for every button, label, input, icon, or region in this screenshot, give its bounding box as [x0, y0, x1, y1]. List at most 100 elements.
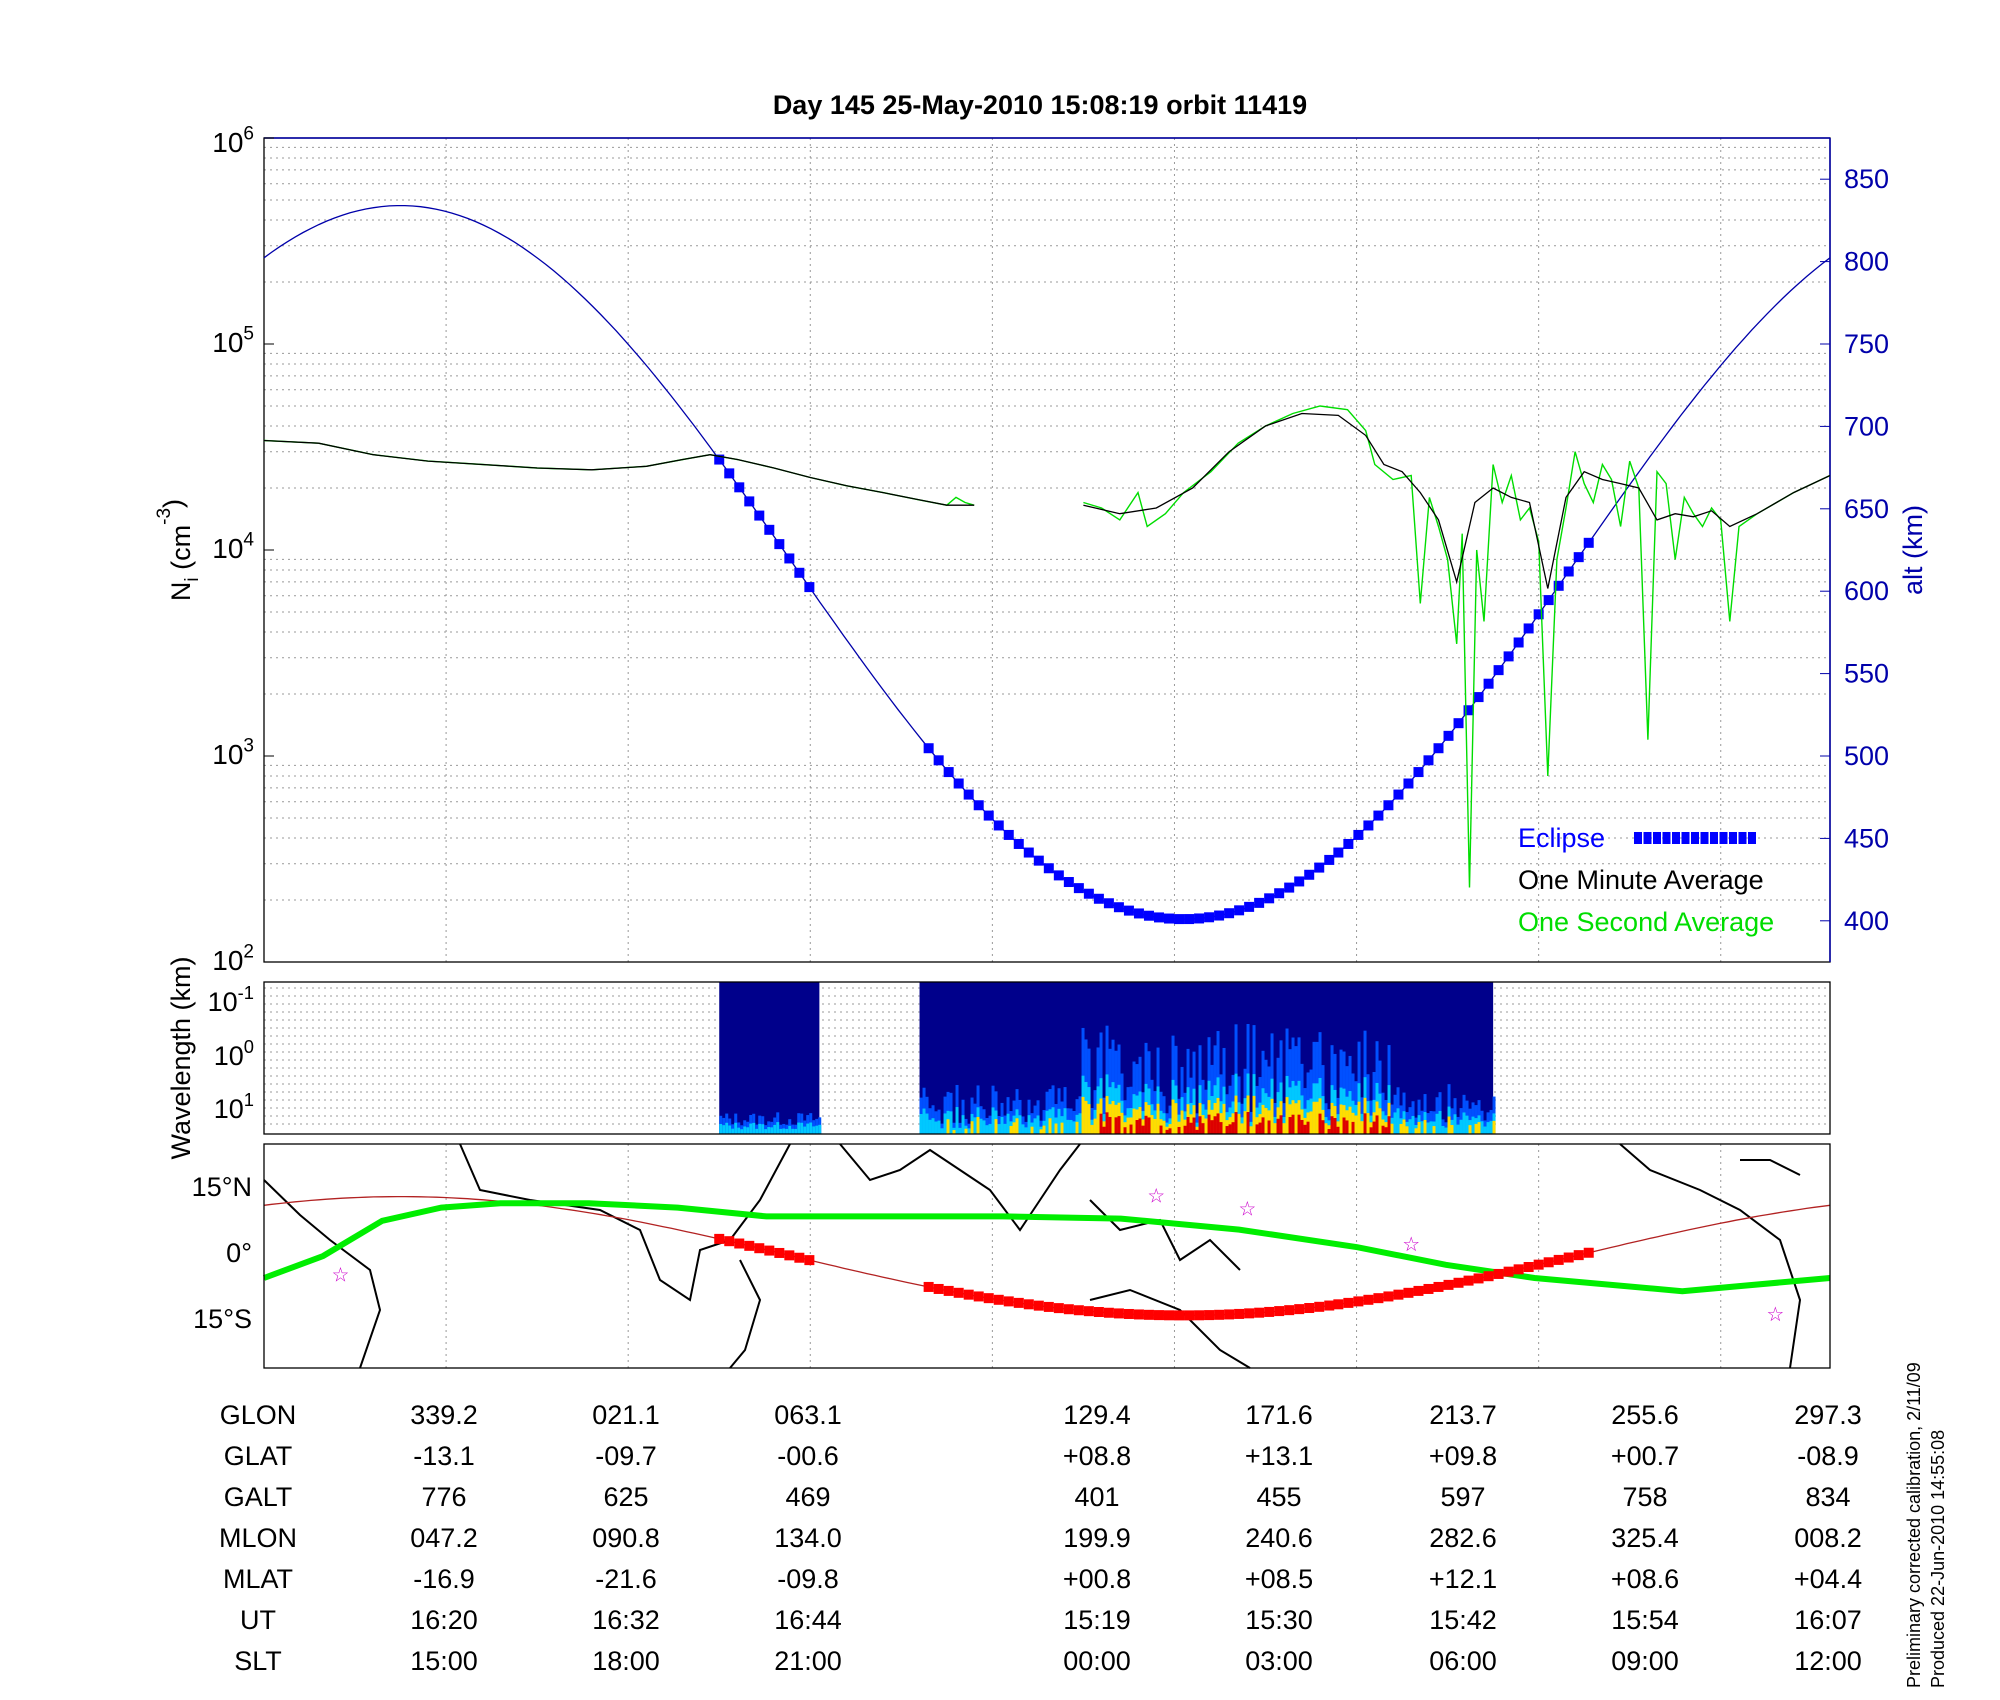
spectrogram-column [797, 1122, 801, 1134]
table-cell: 129.4 [1063, 1400, 1131, 1430]
eclipse-marker [1304, 869, 1315, 880]
track-eclipse-marker [1053, 1303, 1064, 1314]
track-eclipse-marker [1194, 1310, 1205, 1321]
table-cell: 16:44 [774, 1605, 842, 1635]
track-eclipse-marker [1143, 1309, 1154, 1320]
track-eclipse-marker [764, 1245, 775, 1256]
legend-eclipse-swatch [1710, 832, 1718, 844]
spectrogram-column [1237, 1113, 1241, 1134]
map-tick-label: 15°S [193, 1304, 252, 1334]
spectrogram-column [764, 1129, 768, 1134]
track-eclipse-marker [933, 1283, 944, 1294]
spectrogram-column [928, 1119, 932, 1134]
spectrogram-column [1126, 1117, 1130, 1134]
coastline [1089, 1288, 1251, 1369]
spectrogram-column [1465, 1115, 1469, 1134]
table-cell: 325.4 [1611, 1523, 1679, 1553]
eclipse-marker [1403, 778, 1414, 789]
spectrogram-column [1456, 1124, 1460, 1134]
track-eclipse-marker [794, 1252, 805, 1263]
spectrogram-column [1432, 1126, 1436, 1134]
spectrogram-column [1444, 1127, 1448, 1134]
track-eclipse-marker [1164, 1310, 1175, 1321]
spectrogram-column [1054, 1123, 1058, 1134]
eclipse-marker [1204, 912, 1215, 923]
spectrogram-column [1003, 1123, 1007, 1134]
station-star-icon: ☆ [1402, 1234, 1420, 1256]
spectrogram-column [1036, 1115, 1040, 1134]
table-cell: +08.8 [1063, 1441, 1131, 1471]
eclipse-marker [1503, 651, 1514, 662]
spectrogram-column [1447, 1116, 1451, 1134]
table-cell: 834 [1805, 1482, 1850, 1512]
track-eclipse-marker [1023, 1299, 1034, 1310]
spectrogram-column [1060, 1122, 1064, 1134]
track-eclipse-marker [1184, 1310, 1195, 1321]
spectrogram-column [782, 1128, 786, 1134]
spectrogram-column [1147, 1117, 1151, 1134]
track-eclipse-marker [734, 1238, 745, 1249]
table-cell: 597 [1440, 1482, 1485, 1512]
spectrogram-column [1186, 1116, 1190, 1134]
legend-one-minute-label: One Minute Average [1518, 865, 1764, 895]
spectrogram-column [1369, 1127, 1373, 1134]
y-right-tick-label: 800 [1844, 247, 1889, 277]
legend-eclipse-swatch [1653, 832, 1661, 844]
eclipse-marker [1123, 905, 1134, 916]
track-eclipse-marker [943, 1285, 954, 1296]
eclipse-marker [804, 582, 815, 593]
track-eclipse-marker [1543, 1257, 1554, 1268]
track-eclipse-marker [1314, 1301, 1325, 1312]
coastline [839, 1143, 1081, 1232]
track-eclipse-marker [1363, 1294, 1374, 1305]
station-star-icon: ☆ [1766, 1304, 1784, 1326]
eclipse-marker [1333, 847, 1344, 858]
table-row-label: MLAT [223, 1564, 293, 1594]
track-eclipse-marker [1563, 1252, 1574, 1263]
table-cell: 401 [1074, 1482, 1119, 1512]
table-row-label: SLT [234, 1646, 282, 1676]
spectrogram-column [779, 1128, 783, 1134]
legend-eclipse-swatch [1672, 832, 1680, 844]
spectrogram-column [1345, 1120, 1349, 1134]
spectrogram-column [1198, 1116, 1202, 1134]
spectrogram-column [1453, 1114, 1457, 1134]
spectrogram-column [1138, 1118, 1142, 1134]
table-cell: 213.7 [1429, 1400, 1497, 1430]
spectrogram-column [1228, 1124, 1232, 1134]
one-second-average-line [1083, 405, 1831, 888]
spectrogram-column [1312, 1101, 1316, 1134]
spectrogram-column [1009, 1125, 1013, 1134]
spectrogram-column [991, 1107, 995, 1134]
spectrogram-column [791, 1128, 795, 1134]
spectrogram-column [1363, 1113, 1367, 1134]
spectrogram-column [755, 1128, 759, 1134]
table-cell: -00.6 [777, 1441, 839, 1471]
spectrogram-column [749, 1123, 753, 1134]
spectrogram-column [1423, 1120, 1427, 1134]
track-eclipse-marker [1133, 1309, 1144, 1320]
eclipse-marker [1343, 838, 1354, 849]
table-row-label: UT [240, 1605, 276, 1635]
spectrogram-column [731, 1128, 735, 1134]
eclipse-marker [1383, 800, 1394, 811]
spectrogram-column [952, 1130, 956, 1134]
spectrogram-column [1024, 1127, 1028, 1134]
spectrogram-column [1459, 1119, 1463, 1134]
track-eclipse-marker [1224, 1309, 1235, 1320]
footnote-line1: Preliminary corrected calibration, 2/11/… [1904, 1362, 1924, 1688]
spectrogram-column [1168, 1128, 1172, 1134]
track-eclipse-marker [1294, 1304, 1305, 1315]
coastline [1619, 1143, 1802, 1369]
spectrogram-column [946, 1119, 950, 1134]
spectrogram-column [1303, 1124, 1307, 1134]
eclipse-marker [1443, 730, 1454, 741]
table-cell: +09.8 [1429, 1441, 1497, 1471]
track-eclipse-marker [1073, 1305, 1084, 1316]
eclipse-marker [744, 496, 755, 507]
track-eclipse-marker [724, 1236, 735, 1247]
spectrogram-column [740, 1129, 744, 1134]
track-eclipse-marker [1403, 1287, 1414, 1298]
eclipse-marker [1093, 893, 1104, 904]
track-eclipse-marker [1483, 1271, 1494, 1282]
